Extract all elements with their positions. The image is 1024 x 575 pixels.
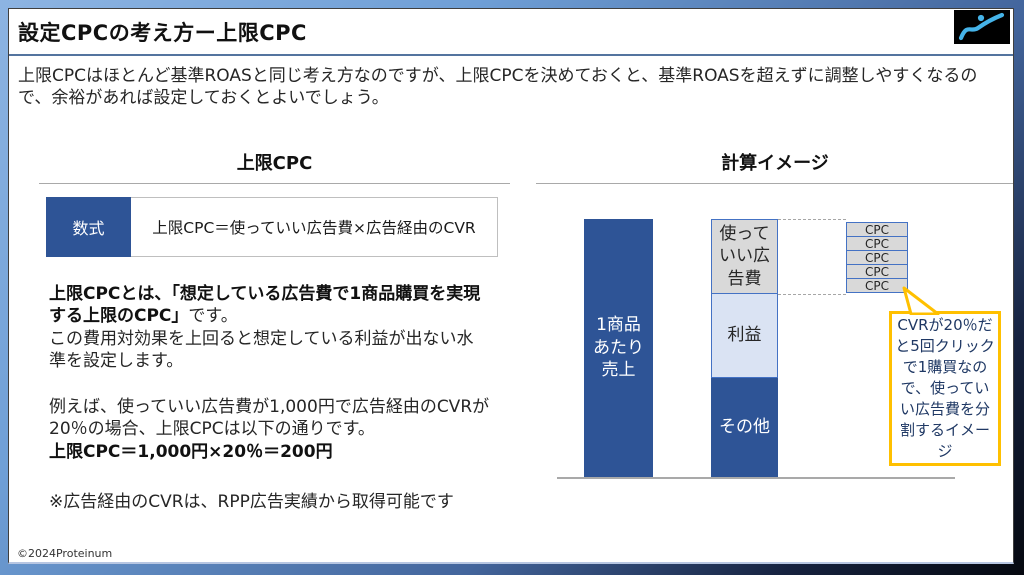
definition-rest: です。 [188,306,238,327]
bar-sales-label: 1商品 あたり 売上 [593,314,644,381]
right-section-heading: 計算イメージ [536,149,1013,184]
cpc-box: CPC [846,236,908,251]
left-section-heading: 上限CPC [39,149,510,184]
segment-ad-budget-label: 使って いい広 告費 [719,224,770,289]
formula-text: 上限CPC＝使っていい広告費×広告経由のCVR [131,197,498,257]
dashed-connector-top [778,219,846,220]
cvr-callout: CVRが20％だと5回クリックで1購買なので、使っていい広告費を分割するイメージ [889,311,1001,466]
cpc-box: CPC [846,222,908,237]
slide: 設定CPCの考え方ー上限CPC 上限CPCはほとんど基準ROASと同じ考え方なの… [8,8,1014,564]
segment-other: その他 [711,378,778,477]
cvr-callout-pointer [902,286,940,315]
definition-paragraph: 上限CPCとは、「想定している広告費で1商品購買を実現する上限のCPC」です。こ… [39,283,510,373]
definition-bold: 上限CPCとは、「想定している広告費で1商品購買を実現する上限のCPC」 [49,284,481,327]
section-upper-cpc: 上限CPC 数式 上限CPC＝使っていい広告費×広告経由のCVR 上限CPCとは… [39,149,510,514]
cvr-callout-text: CVRが20％だと5回クリックで1購買なので、使っていい広告費を分割するイメージ [895,316,995,460]
intro-text: 上限CPCはほとんど基準ROASと同じ考え方なのですが、上限CPCを決めておくと… [18,66,978,109]
cpc-box: CPC [846,250,908,265]
title-bar: 設定CPCの考え方ー上限CPC [9,9,1013,56]
segment-other-label: その他 [719,416,770,437]
cpc-stack: CPC CPC CPC CPC CPC [846,222,908,293]
example-intro: 例えば、使っていい広告費が1,000円で広告経由のCVRが20％の場合、上限CP… [49,396,490,440]
bar-sales-per-item: 1商品 あたり 売上 [584,219,653,477]
page-title: 設定CPCの考え方ー上限CPC [18,20,307,45]
section-calc-image: 計算イメージ [536,149,1013,184]
segment-ad-budget: 使って いい広 告費 [711,219,778,294]
segment-profit-label: 利益 [727,325,762,346]
formula-label: 数式 [46,197,131,257]
chart-baseline [557,477,955,479]
definition-line2: この費用対効果を上回ると想定している利益が出ない水準を設定します。 [49,328,474,372]
bar-breakdown: 使って いい広 告費 利益 その他 [711,219,778,477]
cpc-box: CPC [846,278,908,293]
dashed-connector-bottom [778,294,846,295]
proteinum-logo-icon [954,10,1010,44]
example-paragraph: 例えば、使っていい広告費が1,000円で広告経由のCVRが20％の場合、上限CP… [39,396,510,463]
footer-copyright: ©2024Proteinum [17,547,113,560]
example-formula: 上限CPC＝1,000円×20％＝200円 [49,441,333,462]
note-paragraph: ※広告経由のCVRは、RPP広告実績から取得可能です [49,492,454,513]
formula-row: 数式 上限CPC＝使っていい広告費×広告経由のCVR [46,197,498,257]
cpc-box: CPC [846,264,908,279]
segment-profit: 利益 [711,294,778,378]
